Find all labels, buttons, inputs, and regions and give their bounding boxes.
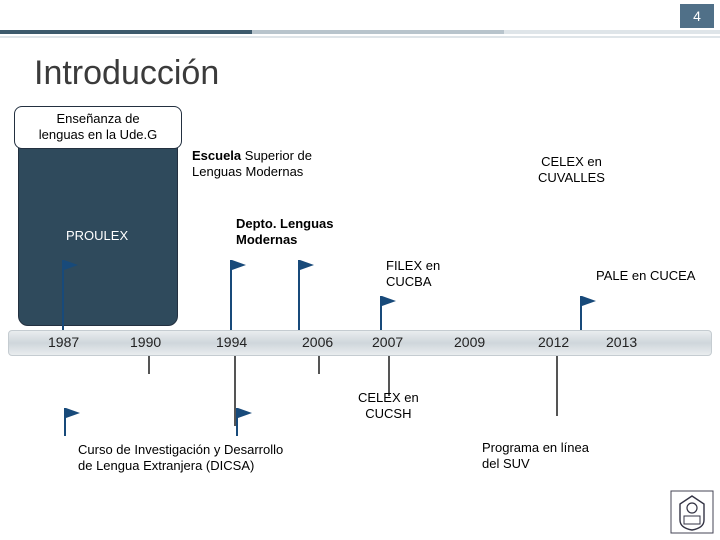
- year-label: 1990: [130, 334, 161, 350]
- label-dicsa: Curso de Investigación y Desarrollo de L…: [78, 442, 283, 475]
- year-label: 2006: [302, 334, 333, 350]
- flag-stem: [64, 408, 66, 436]
- header-accent-bar: [0, 30, 720, 34]
- label-ensenanza: Enseñanza de lenguas en la Ude.G: [39, 111, 158, 142]
- timeline-tick: [318, 356, 320, 374]
- flag-stem: [236, 408, 238, 436]
- label-celex-cuvalles: CELEX en CUVALLES: [538, 154, 605, 187]
- flag-stem: [580, 296, 582, 330]
- flag-stem: [380, 296, 382, 330]
- flag-icon: [66, 408, 80, 418]
- timeline-tick: [148, 356, 150, 374]
- year-label: 2009: [454, 334, 485, 350]
- label-celex-cucsh: CELEX en CUCSH: [358, 390, 419, 423]
- flag-icon: [238, 408, 252, 418]
- flag-icon: [232, 260, 246, 270]
- flag-icon: [300, 260, 314, 270]
- flag-icon: [382, 296, 396, 306]
- year-label: 2013: [606, 334, 637, 350]
- year-label: 2007: [372, 334, 403, 350]
- bubble-ensenanza: Enseñanza de lenguas en la Ude.G: [14, 106, 182, 149]
- flag-icon: [582, 296, 596, 306]
- flag-icon: [64, 260, 78, 270]
- flag-stem: [230, 260, 232, 330]
- page-number: 4: [680, 4, 714, 28]
- label-escuela: Escuela Superior deLenguas Modernas: [192, 148, 312, 181]
- flag-stem: [298, 260, 300, 330]
- label-suv: Programa en línea del SUV: [482, 440, 589, 473]
- year-label: 1994: [216, 334, 247, 350]
- page-title: Introducción: [34, 54, 219, 93]
- year-label: 1987: [48, 334, 79, 350]
- timeline-tick: [556, 356, 558, 416]
- label-pale: PALE en CUCEA: [596, 268, 695, 284]
- year-label: 2012: [538, 334, 569, 350]
- label-proulex: PROULEX: [66, 228, 128, 244]
- flag-stem: [62, 260, 64, 330]
- header-accent-bar-thin: [0, 36, 720, 38]
- label-depto: Depto. Lenguas Modernas: [236, 216, 334, 249]
- label-filex: FILEX en CUCBA: [386, 258, 440, 291]
- institution-logo-icon: [670, 490, 714, 534]
